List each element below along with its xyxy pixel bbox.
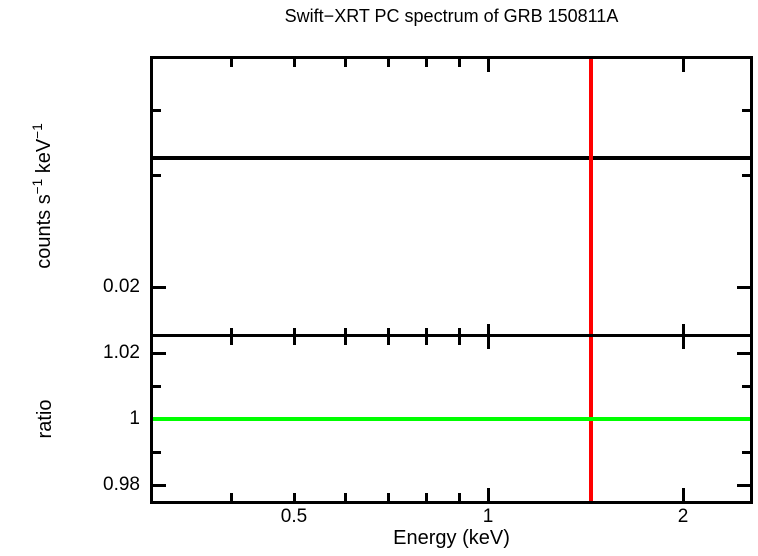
x-tick bbox=[682, 488, 685, 504]
x-tick bbox=[230, 56, 233, 67]
x-tick bbox=[487, 488, 490, 504]
plot-frame bbox=[150, 56, 753, 504]
x-tick bbox=[425, 56, 428, 67]
y-tick bbox=[742, 451, 753, 454]
x-tick bbox=[458, 56, 461, 67]
y-tick bbox=[150, 286, 166, 289]
y-tick bbox=[742, 174, 753, 177]
y-tick bbox=[742, 109, 753, 112]
x-tick-label: 0.5 bbox=[280, 506, 308, 527]
x-axis-label: Energy (keV) bbox=[393, 527, 510, 549]
x-tick bbox=[387, 56, 390, 67]
y-tick-label: 1 bbox=[129, 408, 140, 429]
x-tick-label: 1 bbox=[482, 506, 494, 527]
chart-title: Swift−XRT PC spectrum of GRB 150811A bbox=[284, 6, 619, 26]
y-tick bbox=[737, 352, 753, 355]
x-tick bbox=[230, 493, 233, 504]
x-tick bbox=[458, 493, 461, 504]
y-tick-label: 0.98 bbox=[103, 474, 140, 495]
y-tick bbox=[150, 109, 161, 112]
y-tick bbox=[742, 385, 753, 388]
y-tick bbox=[150, 484, 166, 487]
model-line bbox=[150, 156, 753, 160]
x-tick bbox=[344, 56, 347, 67]
y-tick bbox=[737, 484, 753, 487]
unity-reference-line bbox=[150, 417, 753, 421]
x-tick bbox=[344, 493, 347, 504]
x-tick bbox=[425, 493, 428, 504]
panel-divider bbox=[150, 334, 753, 337]
x-tick-label: 2 bbox=[677, 506, 689, 527]
x-tick bbox=[487, 56, 490, 72]
x-tick bbox=[387, 493, 390, 504]
y-tick bbox=[150, 451, 161, 454]
data-error-bar-line bbox=[589, 56, 593, 335]
x-tick bbox=[293, 493, 296, 504]
y-tick-label: 0.02 bbox=[103, 276, 140, 297]
y-tick bbox=[737, 286, 753, 289]
y-tick bbox=[150, 352, 166, 355]
y-tick-label: 1.02 bbox=[103, 342, 140, 363]
x-tick bbox=[293, 56, 296, 67]
y-tick bbox=[150, 174, 161, 177]
y-tick bbox=[150, 385, 161, 388]
x-tick bbox=[682, 56, 685, 72]
